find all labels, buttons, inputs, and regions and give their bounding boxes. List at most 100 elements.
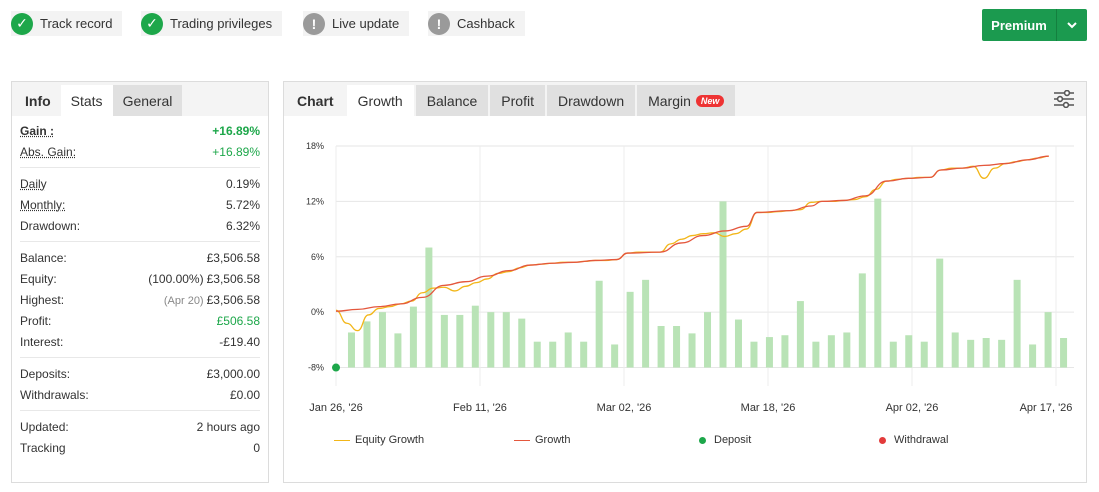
daily-bar bbox=[765, 337, 773, 368]
legend-growth[interactable]: Growth bbox=[514, 434, 570, 446]
x-tick-label: Mar 02, '26 bbox=[597, 402, 652, 414]
stat-balance: Balance: £3,506.58 bbox=[20, 247, 260, 268]
stat-note: (Apr 20) bbox=[163, 294, 204, 307]
tab-drawdown[interactable]: Drawdown bbox=[546, 85, 636, 116]
legend-equity-growth[interactable]: Equity Growth bbox=[334, 434, 424, 446]
stat-updated: Updated: 2 hours ago bbox=[20, 416, 260, 437]
daily-bar bbox=[440, 314, 448, 368]
check-circle-icon: ✓ bbox=[11, 12, 33, 35]
daily-bar bbox=[471, 305, 479, 368]
stat-label[interactable]: Gain : bbox=[20, 123, 55, 138]
stat-value: £0.00 bbox=[229, 387, 260, 402]
legend-deposit[interactable]: Deposit bbox=[699, 434, 751, 446]
stat-label[interactable]: Daily bbox=[20, 176, 47, 191]
daily-bar bbox=[982, 338, 990, 368]
stat-gain: Gain : +16.89% bbox=[20, 120, 260, 141]
daily-bar bbox=[378, 312, 386, 368]
new-badge: New bbox=[695, 94, 725, 107]
stat-interest: Interest: -£19.40 bbox=[20, 331, 260, 352]
y-tick-label: 6% bbox=[311, 252, 324, 262]
tab-stats[interactable]: Stats bbox=[60, 85, 113, 116]
status-track-record[interactable]: ✓ Track record bbox=[11, 11, 123, 36]
chart-settings-icon[interactable] bbox=[1054, 90, 1074, 108]
legend-swatch bbox=[879, 436, 886, 444]
daily-bar bbox=[657, 326, 665, 368]
stat-value-wrap: (Apr 20) £3,506.58 bbox=[164, 293, 260, 307]
tab-balance[interactable]: Balance bbox=[415, 85, 489, 116]
tab-info[interactable]: Info bbox=[15, 85, 61, 116]
daily-bar bbox=[425, 247, 433, 368]
stat-value: 2 hours ago bbox=[196, 419, 260, 434]
chevron-down-icon[interactable] bbox=[1056, 9, 1087, 41]
daily-bar bbox=[936, 258, 944, 368]
daily-bar bbox=[642, 279, 650, 368]
legend-label: Deposit bbox=[714, 434, 752, 446]
status-trading-privileges[interactable]: ✓ Trading privileges bbox=[141, 11, 283, 36]
stat-label[interactable]: Abs. Gain: bbox=[20, 144, 77, 159]
stat-equity: Equity: (100.00%) £3,506.58 bbox=[20, 268, 260, 289]
stat-note: (100.00%) bbox=[148, 271, 204, 286]
divider bbox=[20, 357, 260, 358]
stat-label: Equity: bbox=[20, 271, 57, 286]
legend-swatch bbox=[514, 439, 530, 441]
daily-bar bbox=[920, 341, 928, 368]
stat-tracking: Tracking 0 bbox=[20, 437, 260, 458]
stat-value: £3,506.58 bbox=[206, 250, 260, 265]
stat-withdrawals: Withdrawals: £0.00 bbox=[20, 384, 260, 405]
stat-value: +16.89% bbox=[212, 123, 260, 138]
x-tick-label: Mar 18, '26 bbox=[741, 402, 796, 414]
stat-value: 6.32% bbox=[225, 218, 260, 233]
legend-swatch bbox=[334, 439, 350, 441]
daily-bar bbox=[409, 306, 417, 368]
tab-profit[interactable]: Profit bbox=[490, 85, 545, 116]
tab-chart[interactable]: Chart bbox=[287, 85, 345, 116]
premium-button[interactable]: Premium bbox=[982, 9, 1087, 41]
divider bbox=[20, 167, 260, 168]
status-label: Track record bbox=[40, 16, 113, 31]
daily-bar bbox=[750, 341, 758, 368]
stat-label: Updated: bbox=[20, 419, 69, 434]
deposit-marker bbox=[332, 363, 340, 372]
premium-label: Premium bbox=[991, 17, 1047, 33]
stat-label: Drawdown: bbox=[20, 218, 81, 233]
stat-label[interactable]: Monthly: bbox=[20, 197, 66, 212]
stat-label: Deposits: bbox=[20, 366, 71, 381]
stat-value: -£19.40 bbox=[219, 334, 260, 349]
daily-bar bbox=[564, 332, 572, 368]
daily-bar bbox=[889, 341, 897, 368]
daily-bar bbox=[827, 335, 835, 368]
exclamation-circle-icon: ! bbox=[303, 12, 325, 35]
daily-bar bbox=[611, 344, 619, 368]
daily-bar bbox=[719, 201, 727, 368]
chart-panel: Chart Growth Balance Profit Drawdown Mar… bbox=[283, 81, 1087, 483]
daily-bar bbox=[796, 301, 804, 368]
legend-label: Growth bbox=[535, 434, 571, 446]
tab-general[interactable]: General bbox=[112, 85, 183, 116]
daily-bar bbox=[502, 312, 510, 368]
daily-bar bbox=[812, 341, 820, 368]
status-cashback[interactable]: ! Cashback bbox=[428, 11, 525, 36]
daily-bar bbox=[673, 326, 681, 368]
status-live-update[interactable]: ! Live update bbox=[303, 11, 410, 36]
daily-bar bbox=[704, 312, 712, 368]
tab-margin[interactable]: Margin New bbox=[637, 85, 736, 116]
tab-growth[interactable]: Growth bbox=[346, 85, 414, 116]
daily-bar bbox=[874, 198, 882, 368]
stats-panel: Info Stats General Gain : +16.89% Abs. G… bbox=[11, 81, 269, 483]
stat-value: £506.58 bbox=[216, 313, 260, 328]
legend-withdrawal[interactable]: Withdrawal bbox=[879, 434, 948, 446]
stat-value: +16.89% bbox=[212, 144, 260, 159]
daily-bar bbox=[595, 280, 603, 368]
y-tick-label: 12% bbox=[306, 196, 324, 206]
daily-bar bbox=[688, 333, 696, 368]
stats-list: Gain : +16.89% Abs. Gain: +16.89% Daily … bbox=[12, 116, 268, 458]
status-bar: ✓ Track record ✓ Trading privileges ! Li… bbox=[0, 0, 1099, 50]
stat-value: 0.19% bbox=[225, 176, 260, 191]
daily-bar bbox=[394, 333, 402, 368]
daily-bar bbox=[734, 319, 742, 368]
daily-bar bbox=[533, 341, 541, 368]
stat-daily: Daily 0.19% bbox=[20, 173, 260, 194]
growth-chart: 18% 12% 6% 0% -8% Jan 26, '26 Feb 11, '26 Mar 0… bbox=[306, 141, 1074, 414]
daily-bar bbox=[347, 332, 355, 368]
legend-label: Equity Growth bbox=[355, 434, 425, 446]
